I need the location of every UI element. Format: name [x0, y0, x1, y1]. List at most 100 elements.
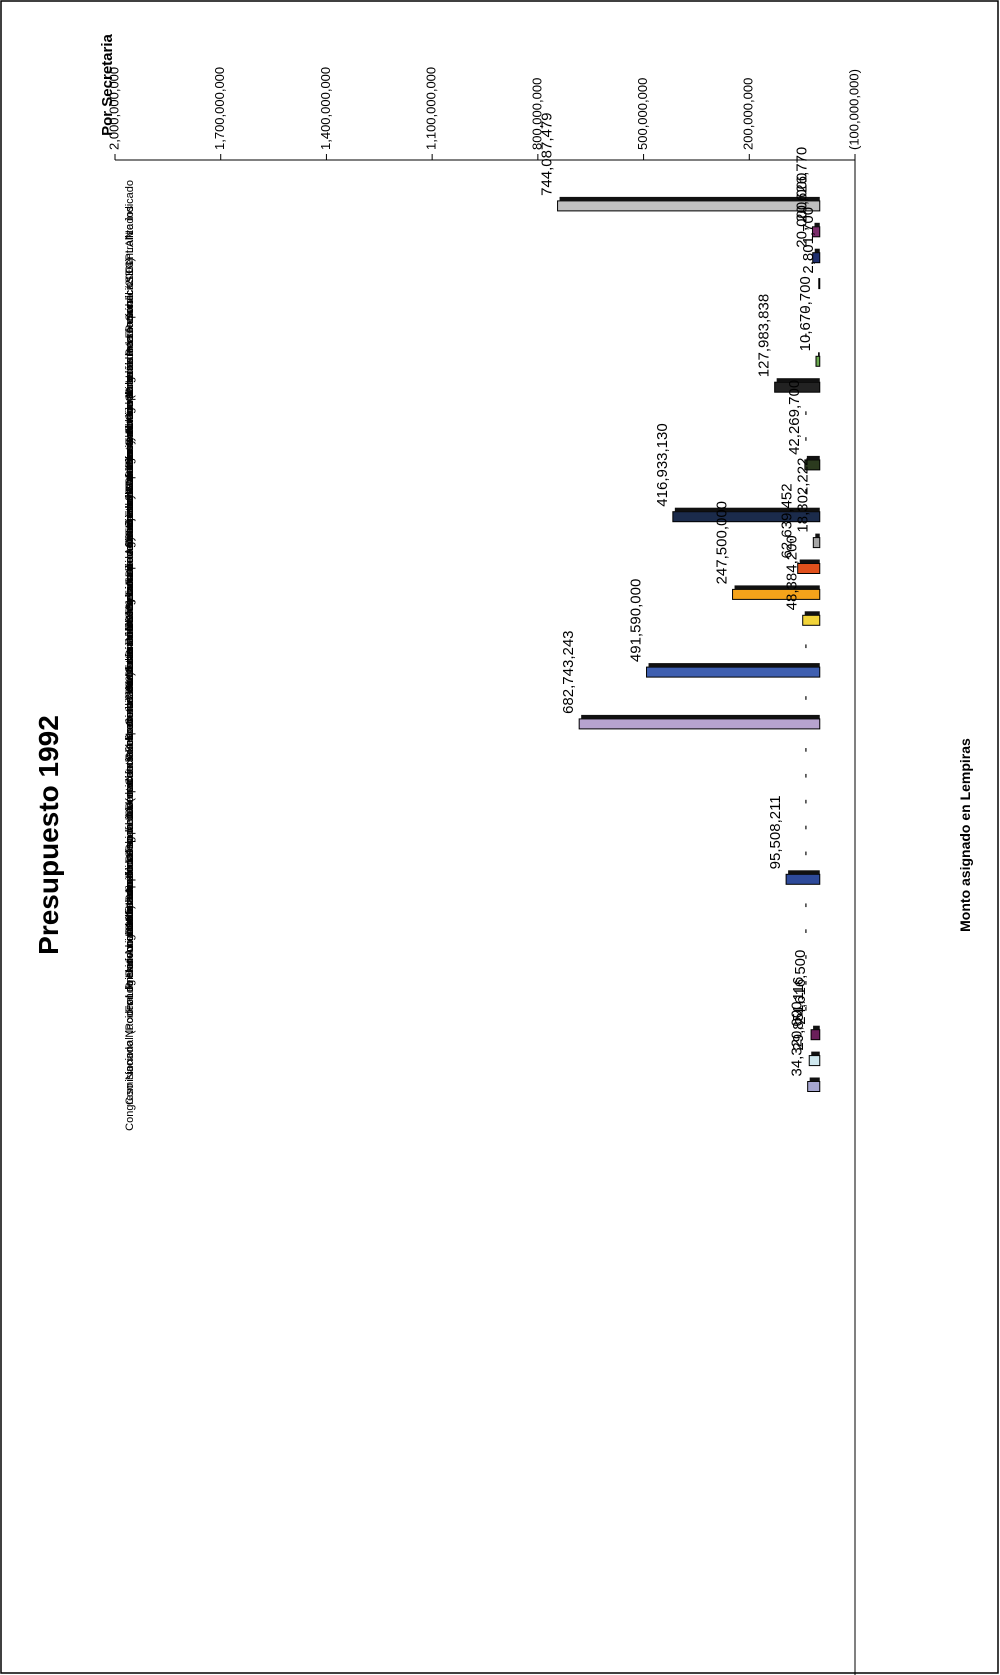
tick-label: (100,000,000): [846, 69, 861, 150]
data-label: -: [797, 488, 814, 493]
category-label: Congreso Nacional (Poder Legislativo ..-…: [124, 905, 136, 1131]
category-label: Comisión Nacional de Telecomunicaciones: [124, 516, 136, 725]
bar-shadow: [806, 455, 820, 460]
bar-shadow: [804, 611, 820, 616]
value-axis-title: Monto asignado en Lempiras: [957, 738, 973, 932]
bar-shadow: [559, 196, 820, 201]
bar-shadow: [788, 870, 820, 875]
category-label: Dirección Nacional de Desarrollo Rural S…: [124, 413, 136, 657]
tick-label: 1,400,000,000: [318, 67, 333, 150]
category-label: Comisionado Nacional de Derechos Humanos: [124, 879, 136, 1105]
bar: [812, 537, 821, 549]
category-label: Fondo Hondureño de Inversión Social: [124, 828, 136, 1013]
category-label: Secretaría de Recursos Naturales y Ambie…: [124, 387, 136, 610]
bars: [557, 196, 821, 1092]
data-label: -: [797, 307, 814, 312]
category-label: Instituto Nacional de la Juventud: [124, 776, 136, 935]
bar-shadow: [814, 248, 820, 253]
data-label: -: [797, 799, 814, 804]
category-label: Centro de la Cultura Garinagu de Hondura…: [124, 335, 136, 548]
data-label: 744,087,479: [539, 112, 556, 195]
data-label: 62,639,452: [779, 483, 796, 558]
data-label: -: [797, 696, 814, 701]
category-label: No indicado: [124, 180, 136, 238]
category-label: Secretaría Técnica y de Cooperación Inte…: [124, 232, 136, 540]
data-label: -: [797, 333, 814, 338]
data-label: 24,616,500: [792, 950, 809, 1025]
bar: [732, 588, 821, 600]
category-label: Instituto de Acceso a la Información Púb…: [124, 723, 136, 937]
tick-label: 2,000,000,000: [106, 67, 121, 150]
data-label: 416,933,130: [654, 423, 671, 506]
category-label: Registro Nacional de las Personas: [124, 309, 136, 478]
tick-label: 800,000,000: [529, 78, 544, 150]
bar: [810, 1029, 821, 1041]
data-label: -: [797, 644, 814, 649]
bar-shadow: [674, 507, 820, 512]
bar-shadow: [776, 378, 820, 383]
data-label: 491,590,000: [628, 579, 645, 662]
category-label: Secretarías de Obras Públicas, Transport…: [124, 490, 136, 752]
bar-shadow: [581, 714, 820, 719]
category-label: Dirección Ejecutiva de Fomento a la Mine…: [124, 360, 136, 577]
bar: [815, 355, 821, 367]
category-label: Instituto de la Propiedad: [124, 802, 136, 921]
bar-shadow: [815, 533, 820, 538]
data-label: 127,983,838: [756, 294, 773, 377]
bar: [785, 873, 821, 885]
bar: [807, 1081, 821, 1092]
category-label: Secretaría de Seguridad: [124, 569, 136, 688]
bar-shadow: [811, 1051, 820, 1056]
bar: [808, 1055, 821, 1067]
tick-label: 1,100,000,000: [424, 67, 439, 150]
data-label: -: [797, 178, 814, 183]
bar-shadow: [648, 663, 820, 668]
data-label: 95,508,211: [767, 795, 784, 869]
data-label: -: [797, 1006, 814, 1011]
bar-shadow: [734, 585, 820, 590]
category-label: Procuraduría General de la República: [124, 283, 136, 469]
data-label: -: [797, 851, 814, 856]
tick-label: 1,700,000,000: [212, 67, 227, 150]
bar: [818, 278, 821, 290]
bar-shadow: [813, 1025, 820, 1030]
data-label: -: [797, 980, 814, 985]
tick-label: 500,000,000: [635, 78, 650, 150]
category-label: Servicios Centralizados: [124, 205, 136, 320]
data-label: -: [797, 773, 814, 778]
data-label: 18,302,222: [794, 458, 811, 533]
data-label: -: [797, 955, 814, 960]
data-label: 42,269,700: [786, 380, 803, 455]
data-label: -: [797, 903, 814, 908]
bar-shadow: [799, 559, 820, 564]
category-label: Secretaría de Defensa Nacional: [124, 543, 136, 699]
bar: [646, 666, 821, 678]
bar-shadow: [818, 352, 820, 357]
category-label: Secretaría de Agricultura y Ganadería: [124, 438, 136, 624]
category-label: Secretaría de Educación: [124, 620, 136, 740]
data-label: -: [797, 929, 814, 934]
chart-title: Presupuesto 1992: [33, 715, 64, 955]
data-label: 48,384,200: [784, 535, 801, 610]
data-label: 29,851,116: [790, 977, 807, 1051]
data-label: 682,743,243: [560, 630, 577, 713]
data-label: 20,626,770: [793, 147, 810, 222]
tick-label: 200,000,000: [741, 78, 756, 150]
category-axis-title: Por Secretaria: [99, 33, 116, 135]
category-label: Asignac.financ.p/contingencias (de contr…: [124, 672, 136, 956]
category-label: Fondo Vial: [124, 465, 136, 517]
data-label: 10,670,700: [797, 276, 814, 351]
bar: [557, 200, 821, 212]
bar-shadow: [814, 222, 820, 227]
bar: [802, 614, 821, 626]
category-label: Tribunal Supremo Electoral (Organismo El…: [124, 258, 136, 535]
data-label: -: [797, 437, 814, 442]
data-labels: - 744,087,479 20,626,77020,000,0002,801,70…: [539, 112, 817, 1076]
data-label: 2,801,700: [800, 207, 817, 274]
bar-shadow: [809, 1077, 820, 1082]
data-label: 247,500,000: [714, 501, 731, 584]
category-label: Presidencia de la República: [124, 853, 136, 990]
